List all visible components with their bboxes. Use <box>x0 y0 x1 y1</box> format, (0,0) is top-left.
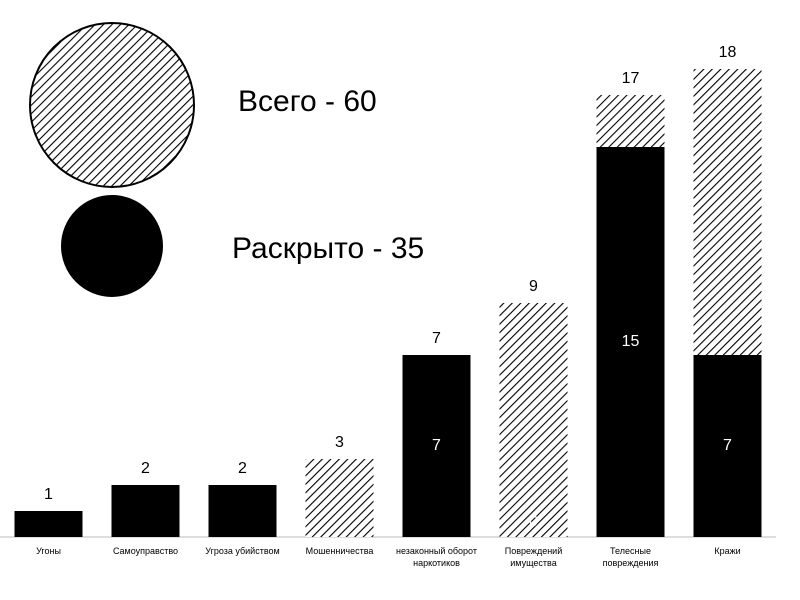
data-label: 1 <box>44 486 53 503</box>
data-label: 9 <box>529 278 538 295</box>
x-tick-label: незаконный оборот наркотиков <box>396 546 477 568</box>
x-tick-label: Самоуправство <box>112 546 179 556</box>
data-label: 18 <box>719 44 737 61</box>
data-label: 17 <box>622 70 640 87</box>
bar <box>693 355 762 537</box>
x-tick-label: Угоны <box>36 546 61 556</box>
legend-swatch <box>29 22 195 188</box>
data-label: 2 <box>141 460 150 477</box>
bar <box>402 355 471 537</box>
x-tick-label: Кражи <box>714 546 741 556</box>
bar <box>14 511 83 537</box>
data-label: 7 <box>432 437 441 454</box>
legend-label: Всего - 60 <box>238 85 377 118</box>
legend-label: Раскрыто - 35 <box>232 232 424 265</box>
data-label: 7 <box>432 330 441 347</box>
x-tick-label: Повреждений имущества <box>504 546 563 568</box>
bar <box>208 485 277 537</box>
data-label: 7 <box>723 437 732 454</box>
bar <box>111 485 180 537</box>
legend-swatch <box>61 195 163 297</box>
x-tick-label: Телесные повреждения <box>602 546 659 568</box>
data-label: 0 <box>529 513 538 530</box>
data-label: 2 <box>238 460 247 477</box>
bar <box>596 147 665 537</box>
bar <box>499 303 568 537</box>
bar <box>305 459 374 537</box>
x-tick-label: Угроза убийством <box>205 546 280 556</box>
x-tick-label: Мошенничества <box>305 546 374 556</box>
data-label: 3 <box>335 434 344 451</box>
data-label: 15 <box>622 333 640 350</box>
